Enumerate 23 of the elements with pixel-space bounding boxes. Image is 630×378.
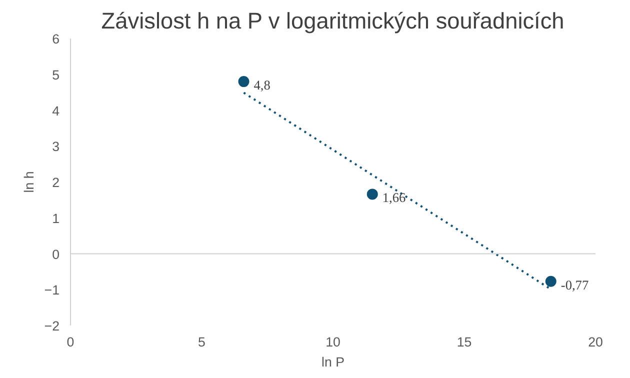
point [238,76,250,88]
chart-title: Závislost h na P v logaritmických souřadnicích [101,8,564,34]
y-tick-label: −2 [44,318,60,334]
x-tick-label: 5 [198,334,206,350]
y-axis-title: ln h [21,171,36,193]
y-tick-label: 6 [52,32,60,46]
y-tick-label: 4 [52,103,60,118]
point [545,276,556,287]
data-label: 1,66 [382,190,406,206]
y-tick-label: 2 [52,175,60,190]
y-tick-label: 5 [52,67,60,82]
x-tick-label: 0 [66,334,74,350]
y-tick-label: −1 [44,282,60,298]
x-tick-label: 10 [326,334,340,350]
x-tick-label: 20 [588,334,603,350]
y-tick-label: 3 [52,139,60,154]
point [366,188,378,200]
y-tick-label: 0 [52,246,60,262]
x-axis-title: ln P [322,354,345,370]
x-tick-label: 15 [456,334,472,350]
y-tick-label: 1 [52,210,60,226]
data-label: -0,77 [560,277,589,292]
data-label: 4,8 [254,78,271,93]
